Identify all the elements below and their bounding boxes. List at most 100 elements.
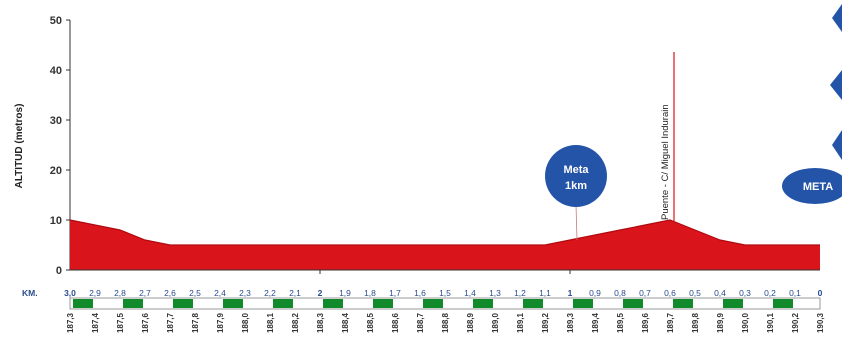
distance-label: 188,4	[341, 312, 350, 333]
strip-cell	[223, 299, 243, 308]
strip-cell	[723, 299, 743, 308]
km-remaining-label: 0,7	[639, 288, 651, 298]
meta-1km-label-line2: 1km	[565, 180, 587, 192]
meta-1km-pointer	[575, 204, 578, 241]
y-axis-ticks: 0 10 20 30 40 50	[50, 15, 71, 277]
distance-label: 190,1	[766, 312, 775, 333]
km-remaining-label: 2,3	[239, 288, 251, 298]
km-remaining-label: 2	[318, 288, 323, 298]
km-remaining-label: 3,0	[64, 288, 76, 298]
strip-cell	[523, 299, 543, 308]
distance-label: 189,7	[666, 312, 675, 333]
km-remaining-label: 0,9	[589, 288, 601, 298]
km-remaining-row: 3,0 2,9 2,8 2,7 2,6 2,5 2,4 2,3 2,2 2,1 2 1,9 1,8 1,7…	[64, 288, 823, 298]
meta-1km-badge	[545, 145, 607, 207]
km-remaining-label: 2,2	[264, 288, 276, 298]
strip-cell	[773, 299, 793, 308]
km-remaining-label: 1,9	[339, 288, 351, 298]
y-tick-label: 20	[50, 165, 62, 177]
distance-labels: 187,3 187,4 187,5 187,6 187,7 187,8 187,9 188,0…	[66, 312, 825, 333]
km-remaining-label: 1,7	[389, 288, 401, 298]
strip-cell	[573, 299, 593, 308]
x-axis	[70, 269, 820, 274]
km-remaining-label: 2,9	[89, 288, 101, 298]
finish-label: META	[803, 181, 833, 193]
km-remaining-label: 1,4	[464, 288, 476, 298]
km-remaining-label: 0,4	[714, 288, 726, 298]
km-remaining-label: 2,5	[189, 288, 201, 298]
distance-label: 188,9	[466, 312, 475, 333]
strip-cell	[373, 299, 393, 308]
distance-label: 189,9	[716, 312, 725, 333]
distance-label: 188,7	[416, 312, 425, 333]
distance-label: 189,3	[566, 312, 575, 333]
distance-label: 189,2	[541, 312, 550, 333]
distance-label: 188,3	[316, 312, 325, 333]
km-remaining-label: 0,6	[664, 288, 676, 298]
km-remaining-label: 0,5	[689, 288, 701, 298]
km-remaining-label: 2,4	[214, 288, 226, 298]
right-edge-diamond-icon	[832, 130, 842, 160]
y-tick-label: 40	[50, 65, 62, 77]
km-remaining-label: 0,8	[614, 288, 626, 298]
distance-label: 188,8	[441, 312, 450, 333]
meta-1km-label-line1: Meta	[563, 164, 589, 176]
distance-label: 188,5	[366, 312, 375, 333]
km-remaining-label: 2,1	[289, 288, 301, 298]
profile-area	[69, 219, 820, 270]
finish-badge	[782, 168, 842, 204]
km-remaining-label: 0,1	[789, 288, 801, 298]
km-remaining-label: 0,2	[764, 288, 776, 298]
distance-strip	[69, 297, 821, 310]
distance-label: 189,0	[491, 312, 500, 333]
strip-cell	[673, 299, 693, 308]
strip-cell	[473, 299, 493, 308]
km-remaining-label: 1,3	[489, 288, 501, 298]
strip-cell	[123, 299, 143, 308]
distance-label: 187,9	[216, 312, 225, 333]
distance-label: 190,0	[741, 312, 750, 333]
bridge-label: Puente - C/ Miguel Indurain	[660, 104, 671, 220]
right-edge-diamond-icon	[830, 70, 842, 100]
y-tick-label: 10	[50, 215, 62, 227]
strip-cell	[623, 299, 643, 308]
distance-label: 189,8	[691, 312, 700, 333]
right-edge-diamond-icon	[832, 4, 842, 32]
km-remaining-label: 2,8	[114, 288, 126, 298]
distance-label: 187,6	[141, 312, 150, 333]
distance-label: 187,3	[66, 312, 75, 333]
strip-cell	[423, 299, 443, 308]
km-remaining-label: 2,7	[139, 288, 151, 298]
strip-cell	[73, 299, 93, 308]
km-label: KM.	[22, 288, 38, 298]
distance-label: 189,5	[616, 312, 625, 333]
km-remaining-label: 1	[568, 288, 573, 298]
distance-label: 187,8	[191, 312, 200, 333]
distance-label: 190,2	[791, 312, 800, 333]
strip-cell	[273, 299, 293, 308]
km-remaining-label: 2,6	[164, 288, 176, 298]
km-remaining-label: 1,8	[364, 288, 376, 298]
distance-label: 188,0	[241, 312, 250, 333]
distance-label: 188,1	[266, 312, 275, 333]
distance-label: 190,3	[816, 312, 825, 333]
km-remaining-label: 1,1	[539, 288, 551, 298]
strip-border	[69, 297, 821, 310]
distance-label: 188,2	[291, 312, 300, 333]
distance-label: 187,7	[166, 312, 175, 333]
distance-label: 187,5	[116, 312, 125, 333]
profile-line	[69, 219, 820, 246]
km-remaining-label: 0	[818, 288, 823, 298]
y-tick-label: 0	[56, 265, 62, 277]
y-tick-label: 30	[50, 115, 62, 127]
distance-label: 189,6	[641, 312, 650, 333]
km-remaining-label: 0,3	[739, 288, 751, 298]
y-tick-label: 50	[50, 15, 62, 27]
strip-cell	[323, 299, 343, 308]
km-remaining-label: 1,2	[514, 288, 526, 298]
distance-label: 189,1	[516, 312, 525, 333]
y-axis-label: ALTITUD (metros)	[14, 104, 25, 189]
distance-label: 187,4	[91, 312, 100, 333]
km-remaining-label: 1,6	[414, 288, 426, 298]
